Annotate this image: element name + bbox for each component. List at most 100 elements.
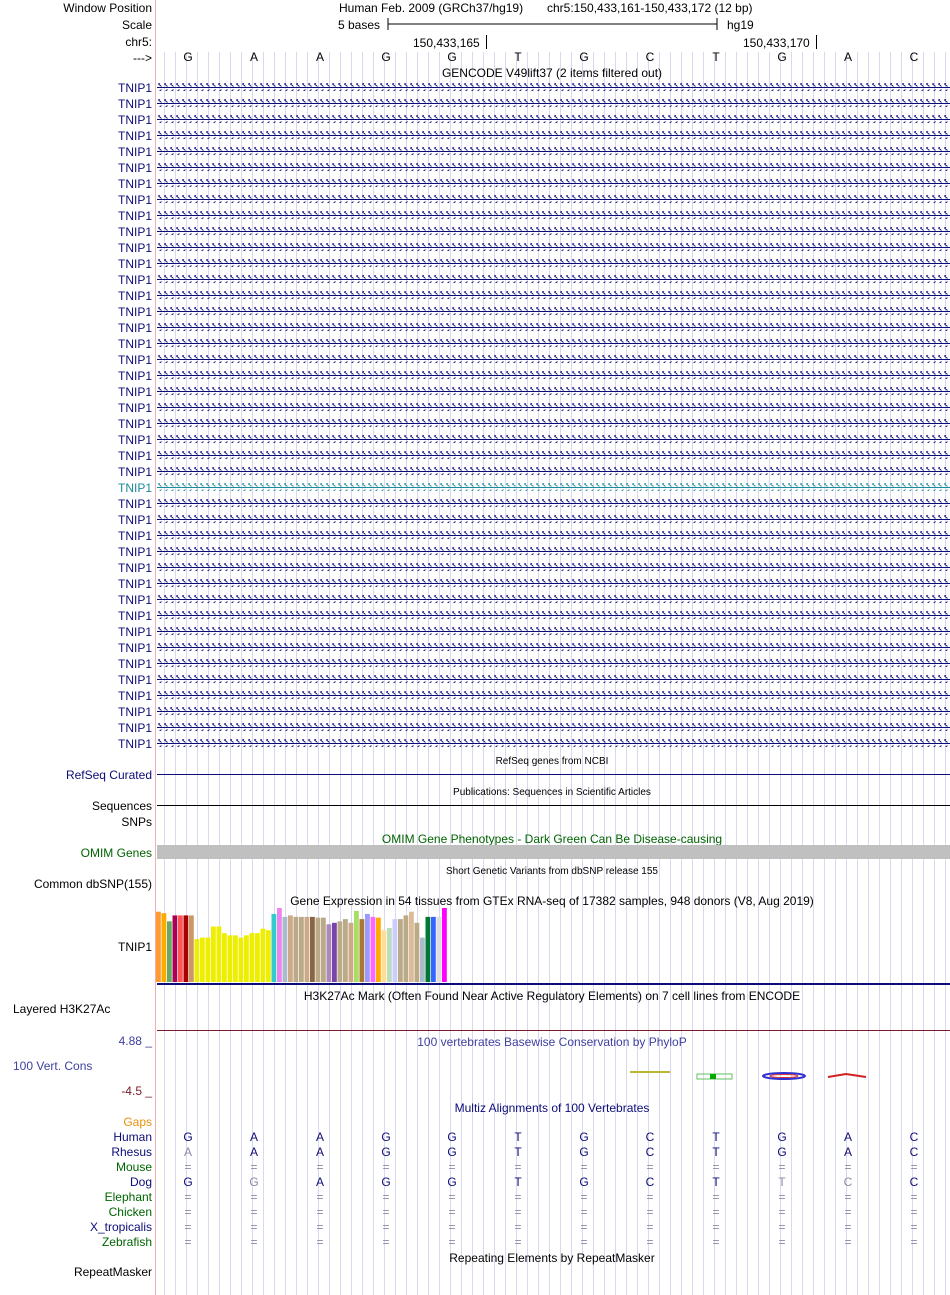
transcript-label[interactable]: TNIP1 (118, 129, 152, 143)
multiz-species-row[interactable]: Chicken = = = = = = = = = = = = (109, 1205, 918, 1219)
transcript-label[interactable]: TNIP1 (118, 97, 152, 111)
transcript-label[interactable]: TNIP1 (118, 337, 152, 351)
gencode-transcript-row[interactable]: TNIP1 (118, 353, 950, 367)
gtex-tissue-bar[interactable] (365, 913, 370, 982)
gencode-transcript-row[interactable]: TNIP1 (118, 577, 950, 591)
gtex-tissue-bar[interactable] (161, 913, 167, 982)
gencode-transcript-row[interactable]: TNIP1 (118, 545, 950, 559)
gencode-transcript-row[interactable]: TNIP1 (118, 369, 950, 383)
gencode-transcript-row[interactable]: TNIP1 (118, 449, 950, 463)
gencode-transcript-row[interactable]: TNIP1 (118, 721, 950, 735)
gtex-expression-bars[interactable] (156, 908, 447, 982)
gtex-tissue-bar[interactable] (310, 916, 315, 982)
gtex-tissue-bar[interactable] (266, 930, 271, 982)
multiz-species-row[interactable]: Dog G G A G G T G C T T C C (130, 1175, 919, 1189)
transcript-label[interactable]: TNIP1 (118, 289, 152, 303)
transcript-label[interactable]: TNIP1 (118, 689, 152, 703)
transcript-label[interactable]: TNIP1 (118, 465, 152, 479)
transcript-label[interactable]: TNIP1 (118, 673, 152, 687)
gencode-transcript-row[interactable]: TNIP1 (118, 593, 950, 607)
gtex-tissue-bar[interactable] (315, 917, 321, 982)
gtex-tissue-bar[interactable] (260, 928, 266, 982)
snps-track-label[interactable]: SNPs (121, 815, 152, 829)
species-label[interactable]: Rhesus (111, 1145, 152, 1159)
transcript-label[interactable]: TNIP1 (118, 417, 152, 431)
transcript-label[interactable]: TNIP1 (118, 161, 152, 175)
transcript-label[interactable]: TNIP1 (118, 609, 152, 623)
gtex-tissue-bar[interactable] (387, 927, 392, 982)
transcript-label[interactable]: TNIP1 (118, 657, 152, 671)
gencode-transcript-row[interactable]: TNIP1 (118, 705, 950, 719)
species-label[interactable]: Human (113, 1130, 152, 1144)
transcript-label[interactable]: TNIP1 (118, 529, 152, 543)
transcript-label[interactable]: TNIP1 (118, 369, 152, 383)
gtex-tissue-bar[interactable] (205, 937, 211, 982)
gtex-track-title[interactable]: Gene Expression in 54 tissues from GTEx … (290, 894, 814, 908)
transcript-label[interactable]: TNIP1 (118, 497, 152, 511)
gencode-transcript-row[interactable]: TNIP1 (118, 97, 950, 111)
gtex-tissue-bar[interactable] (304, 916, 310, 982)
transcript-label[interactable]: TNIP1 (118, 321, 152, 335)
gencode-transcript-row[interactable]: TNIP1 (118, 561, 950, 575)
gencode-transcript-row[interactable]: TNIP1 (118, 513, 950, 527)
gtex-tissue-bar[interactable] (249, 933, 255, 982)
gencode-transcript-row[interactable]: TNIP1 (118, 657, 950, 671)
transcript-label[interactable]: TNIP1 (118, 641, 152, 655)
gencode-transcript-row[interactable]: TNIP1 (118, 257, 950, 271)
gtex-tissue-bar[interactable] (183, 915, 189, 982)
gencode-transcript-row[interactable]: TNIP1 (118, 209, 950, 223)
gtex-tissue-bar[interactable] (392, 919, 398, 982)
gtex-tissue-bar[interactable] (216, 926, 222, 983)
transcript-label[interactable]: TNIP1 (118, 705, 152, 719)
gtex-tissue-bar[interactable] (414, 922, 420, 982)
transcript-label[interactable]: TNIP1 (118, 305, 152, 319)
gencode-transcript-row[interactable]: TNIP1 (118, 337, 950, 351)
gencode-transcript-row[interactable]: TNIP1 (118, 673, 950, 687)
omim-track-label[interactable]: OMIM Genes (81, 846, 152, 860)
gtex-tissue-bar[interactable] (282, 916, 288, 982)
gtex-tissue-bar[interactable] (332, 922, 337, 982)
gencode-transcript-row[interactable]: TNIP1 (118, 689, 950, 703)
species-label[interactable]: Mouse (116, 1160, 152, 1174)
refseq-track-title[interactable]: RefSeq genes from NCBI (496, 756, 609, 767)
transcript-label[interactable]: TNIP1 (118, 145, 152, 159)
multiz-species-row[interactable]: Human G A A G G T G C T G A C (113, 1130, 918, 1144)
repeatmasker-track-title[interactable]: Repeating Elements by RepeatMasker (449, 1251, 654, 1265)
transcript-label[interactable]: TNIP1 (118, 401, 152, 415)
transcript-label[interactable]: TNIP1 (118, 737, 152, 751)
gencode-transcript-row[interactable]: TNIP1 (118, 417, 950, 431)
gtex-tissue-bar[interactable] (337, 921, 343, 982)
gencode-transcript-row[interactable]: TNIP1 (118, 385, 950, 399)
transcript-label[interactable]: TNIP1 (118, 481, 152, 495)
gtex-tissue-bar[interactable] (233, 935, 238, 982)
gencode-transcript-row[interactable]: TNIP1 (118, 609, 950, 623)
gencode-transcript-row[interactable]: TNIP1 (118, 241, 950, 255)
gtex-tissue-bar[interactable] (409, 911, 414, 982)
gtex-tissue-bar[interactable] (189, 915, 194, 982)
h3k27ac-track-title[interactable]: H3K27Ac Mark (Often Found Near Active Re… (304, 989, 800, 1003)
gtex-tissue-bar[interactable] (343, 919, 348, 982)
multiz-species-row[interactable]: Mouse = = = = = = = = = = = = (116, 1160, 918, 1174)
gtex-tissue-bar[interactable] (172, 915, 178, 982)
gtex-tissue-bar[interactable] (277, 908, 282, 982)
species-label[interactable]: Dog (130, 1175, 152, 1189)
transcript-label[interactable]: TNIP1 (118, 593, 152, 607)
gtex-tissue-bar[interactable] (194, 939, 200, 982)
gencode-transcript-row[interactable]: TNIP1 (118, 145, 950, 159)
gencode-transcript-row[interactable]: TNIP1 (118, 321, 950, 335)
gtex-tissue-bar[interactable] (156, 911, 161, 982)
gtex-track-label[interactable]: TNIP1 (118, 940, 152, 954)
transcript-label[interactable]: TNIP1 (118, 385, 152, 399)
transcript-label[interactable]: TNIP1 (118, 721, 152, 735)
gtex-tissue-bar[interactable] (288, 915, 293, 982)
omim-gene-block[interactable] (157, 845, 950, 859)
species-label[interactable]: X_tropicalis (90, 1220, 152, 1234)
gencode-transcript-row[interactable]: TNIP1 (118, 465, 950, 479)
transcript-label[interactable]: TNIP1 (118, 449, 152, 463)
gtex-tissue-bar[interactable] (354, 910, 359, 982)
assembly-title[interactable]: Human Feb. 2009 (GRCh37/hg19) (339, 1, 523, 15)
gtex-tissue-bar[interactable] (381, 930, 387, 982)
